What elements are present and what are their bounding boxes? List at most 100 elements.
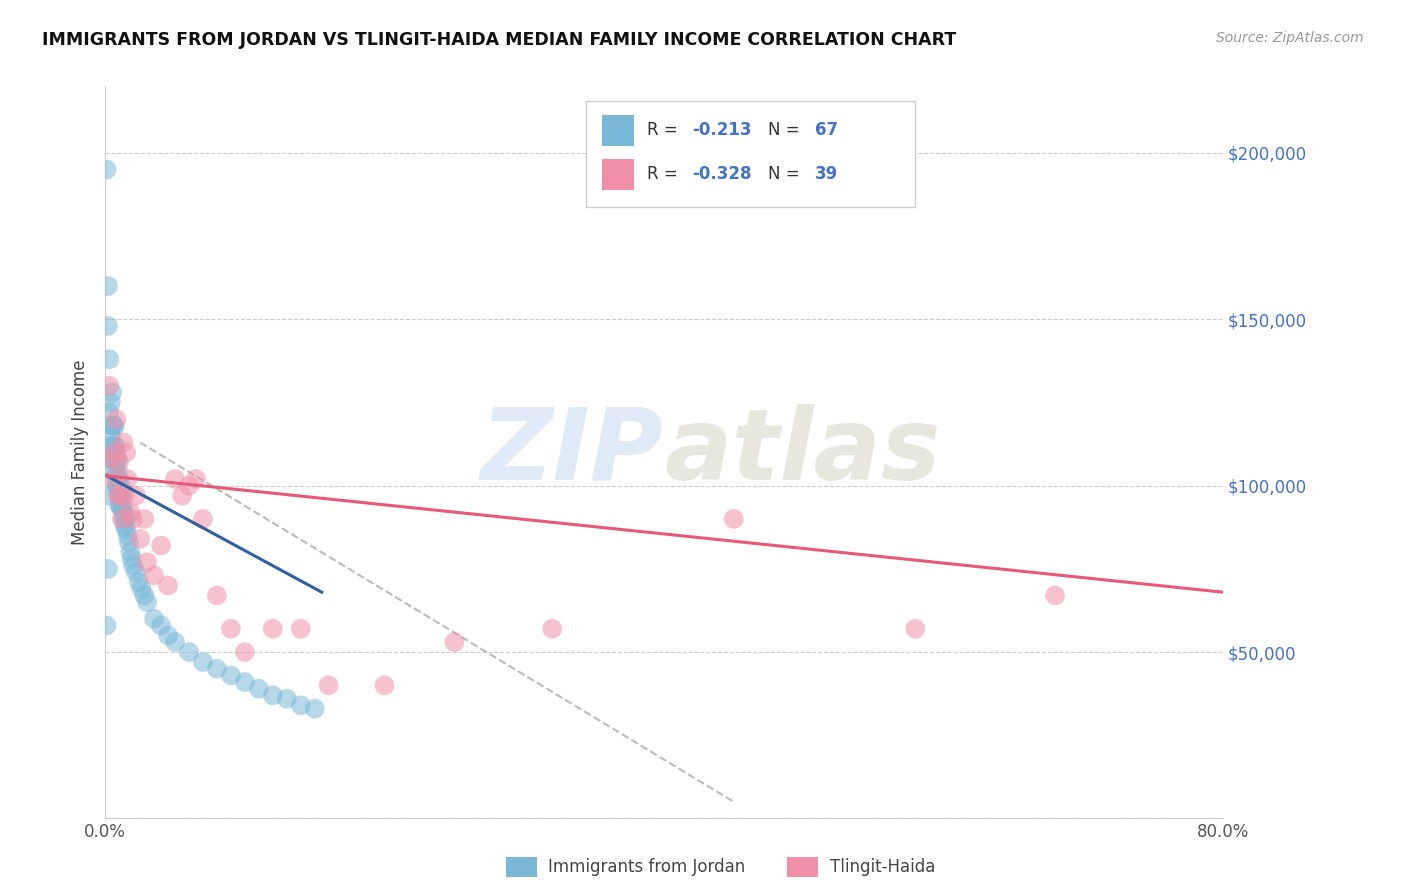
Point bbox=[120, 545, 142, 559]
Point bbox=[233, 675, 256, 690]
Point bbox=[115, 522, 138, 536]
Point bbox=[374, 678, 396, 692]
Point bbox=[177, 478, 200, 492]
Point bbox=[205, 589, 228, 603]
Point bbox=[904, 622, 927, 636]
Point bbox=[97, 318, 120, 333]
Point bbox=[191, 655, 214, 669]
Point bbox=[143, 612, 166, 626]
Point bbox=[114, 489, 136, 503]
Point bbox=[129, 532, 152, 546]
Point bbox=[136, 595, 159, 609]
Point bbox=[112, 435, 135, 450]
Point bbox=[100, 395, 122, 409]
Point bbox=[107, 452, 129, 467]
Point bbox=[96, 162, 118, 177]
Point bbox=[262, 689, 284, 703]
Point bbox=[98, 379, 121, 393]
Y-axis label: Median Family Income: Median Family Income bbox=[72, 359, 89, 545]
Point bbox=[122, 512, 145, 526]
Point bbox=[125, 565, 148, 579]
Point bbox=[150, 539, 173, 553]
Point bbox=[112, 502, 135, 516]
Point bbox=[101, 452, 124, 467]
Point bbox=[318, 678, 340, 692]
Point bbox=[107, 478, 129, 492]
Point bbox=[107, 466, 129, 480]
Point bbox=[96, 618, 118, 632]
Point bbox=[541, 622, 564, 636]
Point bbox=[104, 439, 127, 453]
Point bbox=[122, 558, 145, 573]
Point bbox=[121, 552, 143, 566]
Point bbox=[262, 622, 284, 636]
Point bbox=[276, 691, 298, 706]
Point bbox=[98, 352, 121, 367]
Point bbox=[104, 452, 127, 467]
Point bbox=[97, 562, 120, 576]
Point bbox=[165, 472, 187, 486]
Text: R =: R = bbox=[647, 165, 683, 183]
Text: 67: 67 bbox=[815, 121, 838, 139]
Point bbox=[191, 512, 214, 526]
Point bbox=[150, 618, 173, 632]
Point bbox=[103, 418, 125, 433]
Point bbox=[117, 472, 139, 486]
Point bbox=[134, 512, 156, 526]
Point bbox=[105, 478, 128, 492]
Point bbox=[157, 628, 180, 642]
Point bbox=[143, 568, 166, 582]
Point bbox=[110, 478, 132, 492]
Point bbox=[128, 575, 150, 590]
Text: -0.213: -0.213 bbox=[692, 121, 751, 139]
Point bbox=[105, 468, 128, 483]
Point bbox=[108, 499, 131, 513]
Point bbox=[111, 489, 134, 503]
Point bbox=[443, 635, 465, 649]
Point bbox=[111, 512, 134, 526]
Point bbox=[115, 445, 138, 459]
Text: Immigrants from Jordan: Immigrants from Jordan bbox=[548, 858, 745, 876]
Point bbox=[110, 489, 132, 503]
Point bbox=[219, 622, 242, 636]
Point bbox=[105, 412, 128, 426]
Point bbox=[101, 452, 124, 467]
Point bbox=[104, 418, 127, 433]
FancyBboxPatch shape bbox=[603, 159, 634, 190]
Point bbox=[136, 555, 159, 569]
Point bbox=[101, 418, 124, 433]
Point bbox=[101, 385, 124, 400]
Point bbox=[107, 489, 129, 503]
Point bbox=[105, 455, 128, 469]
Point bbox=[108, 472, 131, 486]
Text: N =: N = bbox=[768, 121, 804, 139]
Point bbox=[108, 489, 131, 503]
Point bbox=[114, 518, 136, 533]
Point bbox=[115, 512, 138, 526]
Text: ZIP: ZIP bbox=[481, 404, 664, 501]
Point bbox=[100, 429, 122, 443]
Point bbox=[98, 489, 121, 503]
Point bbox=[98, 439, 121, 453]
Point bbox=[131, 582, 153, 596]
Point bbox=[184, 472, 207, 486]
Point bbox=[125, 489, 148, 503]
Point bbox=[304, 701, 326, 715]
Point bbox=[103, 439, 125, 453]
Point bbox=[1043, 589, 1066, 603]
FancyBboxPatch shape bbox=[586, 101, 915, 207]
Point bbox=[100, 452, 122, 467]
Point bbox=[290, 698, 312, 713]
Point bbox=[120, 505, 142, 519]
Point bbox=[112, 512, 135, 526]
Point bbox=[103, 462, 125, 476]
Point bbox=[111, 502, 134, 516]
Point bbox=[108, 482, 131, 496]
Point bbox=[108, 455, 131, 469]
Point bbox=[98, 405, 121, 419]
Point bbox=[177, 645, 200, 659]
Point bbox=[247, 681, 270, 696]
Point bbox=[97, 279, 120, 293]
Text: IMMIGRANTS FROM JORDAN VS TLINGIT-HAIDA MEDIAN FAMILY INCOME CORRELATION CHART: IMMIGRANTS FROM JORDAN VS TLINGIT-HAIDA … bbox=[42, 31, 956, 49]
Point bbox=[723, 512, 745, 526]
